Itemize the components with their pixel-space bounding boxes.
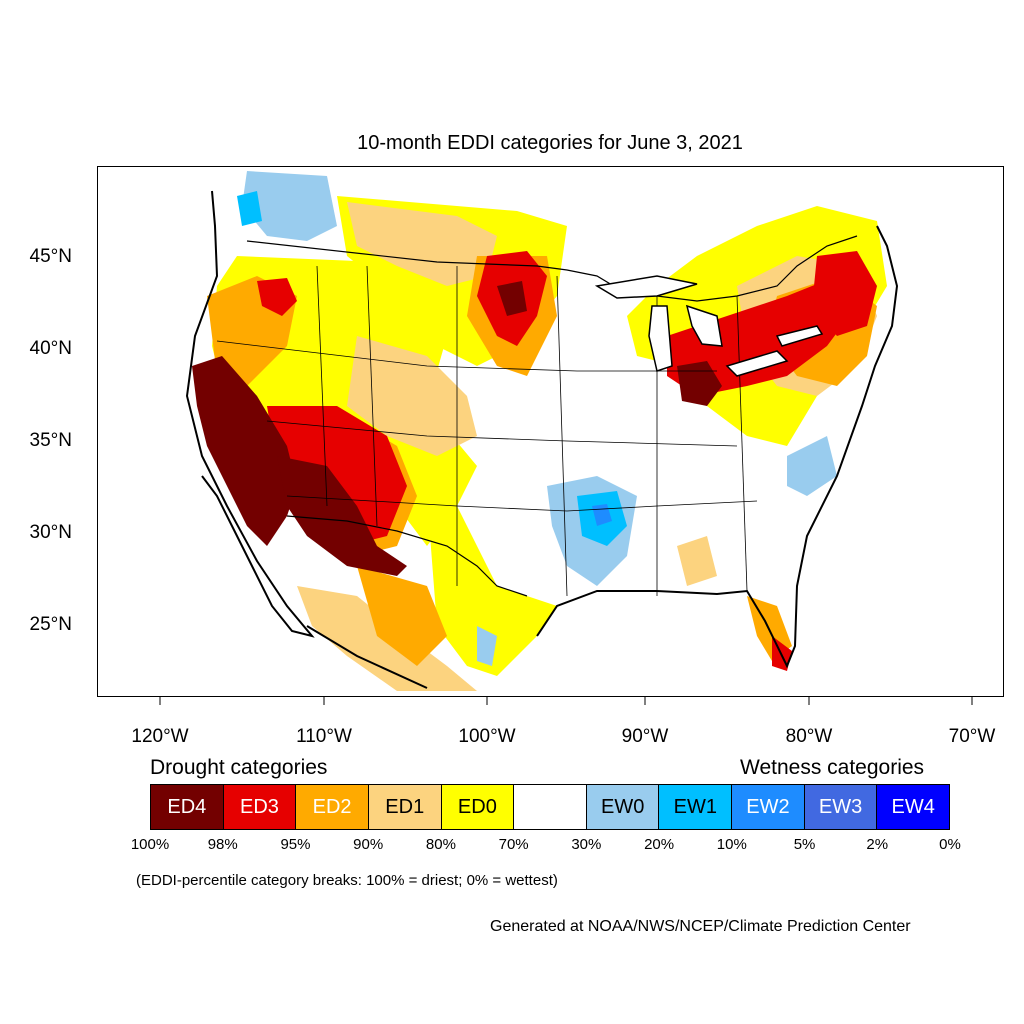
legend-break-label: 10% bbox=[716, 836, 747, 853]
lat-label-45: 45°N bbox=[29, 246, 72, 267]
mexico-border bbox=[286, 515, 528, 597]
lat-label-35: 35°N bbox=[29, 430, 72, 451]
ed3-greatlakes bbox=[667, 276, 857, 396]
legend-cell-ed1: ED1 bbox=[368, 785, 442, 829]
legend-break-label: 20% bbox=[644, 836, 675, 853]
legend-break-label: 2% bbox=[866, 836, 889, 853]
ew0-texas bbox=[477, 626, 497, 666]
lat-label-25: 25°N bbox=[29, 614, 72, 635]
coastline bbox=[185, 190, 899, 689]
ed4-california bbox=[192, 356, 297, 546]
lon-ticks bbox=[159, 697, 973, 705]
drought-heading: Drought categories bbox=[150, 756, 328, 779]
ed1-central bbox=[347, 336, 477, 456]
ed3-southwest bbox=[267, 406, 407, 546]
great-lakes bbox=[594, 275, 824, 377]
ed3-oregon bbox=[257, 278, 297, 316]
wetness-heading: Wetness categories bbox=[740, 756, 925, 779]
legend-break-label: 80% bbox=[425, 836, 456, 853]
legend-break-label: 95% bbox=[280, 836, 311, 853]
ew1-washington bbox=[237, 191, 262, 226]
legend-break-label: 30% bbox=[571, 836, 602, 853]
ed1-southeast bbox=[677, 536, 717, 586]
lon-label-70: 70°W bbox=[948, 726, 996, 747]
legend-cell-ew1: EW1 bbox=[659, 785, 733, 829]
legend-cell-normal bbox=[514, 785, 587, 829]
credit-line: Generated at NOAA/NWS/NCEP/Climate Predi… bbox=[490, 918, 911, 935]
legend-cell-ew3: EW3 bbox=[804, 785, 878, 829]
legend-cell-ed2: ED2 bbox=[296, 785, 369, 829]
lon-label-110: 110°W bbox=[296, 726, 352, 747]
ed4-southwest bbox=[277, 456, 407, 576]
ed2-mexico bbox=[357, 566, 447, 666]
ed3-newengland bbox=[812, 251, 877, 336]
category-note: (EDDI-percentile category breaks: 100% =… bbox=[136, 872, 558, 889]
legend-cell-ed0: ED0 bbox=[441, 785, 515, 829]
ed4-michigan bbox=[677, 361, 722, 406]
legend-cell-ew2: EW2 bbox=[732, 785, 805, 829]
legend-cell-ed3: ED3 bbox=[223, 785, 297, 829]
ew0-northwest bbox=[242, 171, 337, 241]
ew0-carolina bbox=[787, 436, 837, 496]
legend-cell-ew0: EW0 bbox=[586, 785, 660, 829]
map-title: 10-month EDDI categories for June 3, 202… bbox=[357, 132, 743, 154]
legend-break-label: 70% bbox=[498, 836, 529, 853]
lat-label-30: 30°N bbox=[29, 522, 72, 543]
legend-break-label: 5% bbox=[793, 836, 816, 853]
lat-label-40: 40°N bbox=[29, 338, 72, 359]
lon-label-80: 80°W bbox=[785, 726, 833, 747]
lon-label-100: 100°W bbox=[458, 726, 516, 747]
lon-label-120: 120°W bbox=[131, 726, 189, 747]
ed0-texas bbox=[427, 496, 557, 676]
legend-colorbar: ED4 ED3 ED2 ED1 ED0 EW0 EW1 EW2 EW3 EW4 bbox=[150, 784, 950, 830]
legend-cell-ed4: ED4 bbox=[151, 785, 224, 829]
legend-break-label: 100% bbox=[130, 836, 170, 853]
legend-break-label: 98% bbox=[207, 836, 238, 853]
ed4-nplains bbox=[497, 281, 527, 316]
state-lines bbox=[216, 265, 758, 597]
lon-label-90: 90°W bbox=[621, 726, 669, 747]
legend-break-label: 90% bbox=[353, 836, 384, 853]
ed1-north bbox=[347, 202, 497, 286]
eddi-map bbox=[97, 166, 1004, 697]
legend-cell-ew4: EW4 bbox=[877, 785, 950, 829]
legend-break-label: 0% bbox=[939, 836, 961, 853]
